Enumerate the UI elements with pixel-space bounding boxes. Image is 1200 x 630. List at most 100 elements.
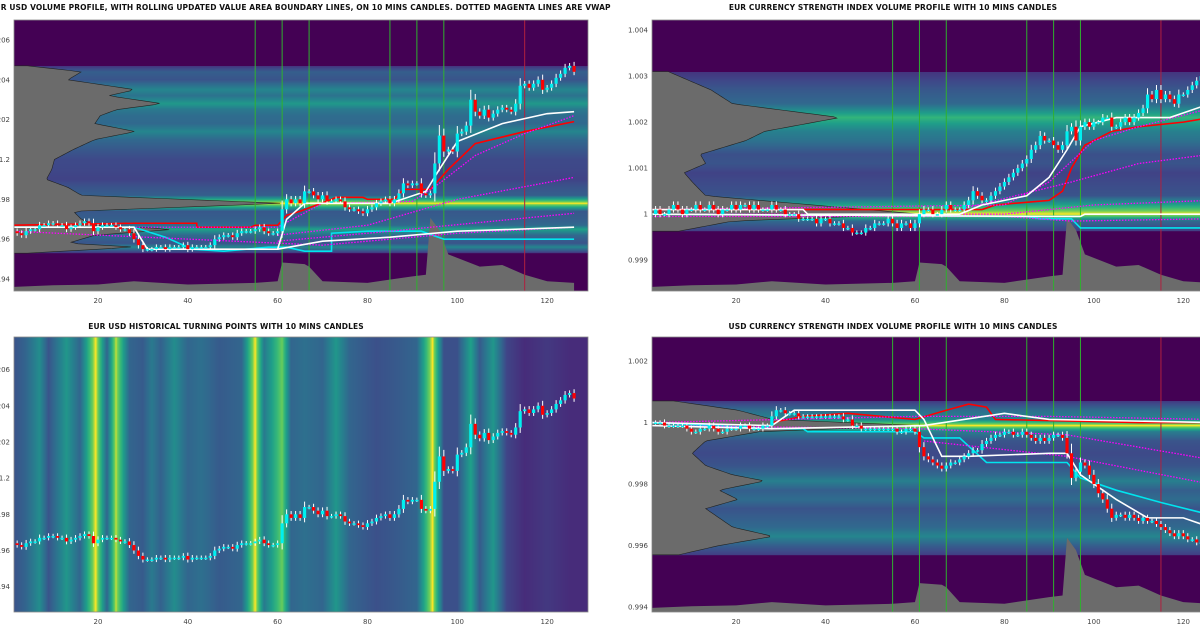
candle xyxy=(20,230,24,238)
turning-point-heat-column xyxy=(583,337,585,612)
volume-profile-heat-row xyxy=(652,527,1200,529)
candle-body-up xyxy=(685,209,689,215)
candle-body-up xyxy=(280,209,284,232)
candle-body-up xyxy=(774,410,778,417)
candle-body-up xyxy=(168,557,172,560)
candle xyxy=(1029,144,1033,163)
turning-point-heat-column xyxy=(178,337,180,612)
candle-body-down xyxy=(312,191,316,196)
volume-profile-heat-row xyxy=(652,494,1200,496)
candle-body-up xyxy=(864,428,868,431)
turning-point-heat-column xyxy=(530,337,532,612)
candle xyxy=(658,206,662,218)
candle-body-up xyxy=(882,223,886,225)
volume-profile-heat-row xyxy=(652,426,1200,428)
turning-point-heat-column xyxy=(424,337,426,612)
volume-profile-heat-row xyxy=(14,104,588,106)
volume-profile-heat-row xyxy=(14,246,588,248)
candle xyxy=(563,391,567,404)
turning-point-heat-column xyxy=(82,337,84,612)
turning-point-heat-column xyxy=(37,337,39,612)
candle xyxy=(913,425,917,435)
volume-profile-heat-row xyxy=(652,96,1200,98)
candle-body-up xyxy=(410,499,414,502)
candle xyxy=(984,198,989,203)
candle-body-down xyxy=(1043,135,1047,141)
volume-profile-heat-row xyxy=(652,186,1200,188)
turning-point-heat-column xyxy=(182,337,184,612)
candle-body-up xyxy=(855,425,859,428)
turning-point-heat-column xyxy=(378,337,380,612)
candle xyxy=(222,544,226,552)
candle xyxy=(904,221,908,226)
candle-body-up xyxy=(96,227,100,232)
volume-profile-heat-row xyxy=(14,130,588,132)
candle-body-down xyxy=(774,204,778,210)
turning-point-heat-column xyxy=(474,337,476,612)
candle-body-down xyxy=(114,225,118,228)
volume-profile-heat-row xyxy=(652,516,1200,518)
candle xyxy=(78,533,82,541)
turning-point-heat-column xyxy=(297,337,299,612)
volume-profile-heat-row xyxy=(652,456,1200,458)
candle xyxy=(908,219,913,232)
candle-body-up xyxy=(743,425,747,428)
turning-point-heat-column xyxy=(115,337,117,612)
turning-point-heat-column xyxy=(357,337,359,612)
volume-profile-heat-row xyxy=(652,420,1200,422)
volume-profile-heat-row xyxy=(652,547,1200,549)
candle-body-up xyxy=(446,469,450,471)
candle-body-up xyxy=(1190,539,1194,541)
candle-body-up xyxy=(1002,431,1006,435)
volume-profile-heat-row xyxy=(652,79,1200,81)
turning-point-heat-column xyxy=(509,337,511,612)
turning-point-heat-column xyxy=(456,337,458,612)
candle xyxy=(91,218,96,235)
turning-point-heat-column xyxy=(256,337,258,612)
candle-body-up xyxy=(989,437,993,441)
volume-profile-heat-row xyxy=(652,434,1200,436)
candle-body-up xyxy=(464,447,468,453)
candle-body-up xyxy=(204,247,208,249)
volume-profile-heat-row xyxy=(652,552,1200,554)
candle xyxy=(276,540,280,548)
candle xyxy=(815,215,819,227)
volume-profile-heat-row xyxy=(14,207,588,209)
volume-profile-heat-row xyxy=(652,73,1200,75)
volume-profile-heat-row xyxy=(14,167,588,169)
candle xyxy=(473,93,477,117)
turning-point-heat-column xyxy=(319,337,321,612)
candle-body-down xyxy=(913,428,917,432)
turning-point-heat-column xyxy=(51,337,53,612)
turning-point-heat-column xyxy=(498,337,500,612)
turning-point-heat-column xyxy=(366,337,368,612)
volume-profile-heat-row xyxy=(652,104,1200,106)
turning-point-heat-column xyxy=(385,337,387,612)
candle-body-up xyxy=(756,428,761,431)
candle xyxy=(240,228,244,236)
volume-profile-heat-row xyxy=(652,84,1200,86)
turning-point-heat-column xyxy=(219,337,221,612)
turning-point-heat-column xyxy=(290,337,292,612)
volume-profile-heat-row xyxy=(652,481,1200,483)
turning-point-heat-column xyxy=(130,337,132,612)
candle-body-up xyxy=(195,247,199,249)
volume-profile-heat-row xyxy=(14,215,588,217)
candle-body-up xyxy=(559,400,563,404)
candle-body-up xyxy=(33,229,37,231)
candle xyxy=(819,414,823,419)
turning-point-heat-column xyxy=(127,337,129,612)
x-tick-label: 120 xyxy=(540,618,553,626)
volume-profile-heat-row xyxy=(652,134,1200,136)
candle-body-up xyxy=(1177,94,1181,104)
candle-body-up xyxy=(967,200,971,205)
candle xyxy=(1016,432,1020,438)
candle-body-up xyxy=(123,229,127,231)
volume-profile-heat-row xyxy=(652,409,1200,411)
volume-profile-heat-row xyxy=(652,440,1200,442)
candle xyxy=(64,534,69,545)
volume-profile-histogram xyxy=(652,400,915,556)
volume-profile-heat-row xyxy=(14,159,588,161)
candle-body-up xyxy=(837,416,841,418)
turning-point-heat-column xyxy=(121,337,123,612)
